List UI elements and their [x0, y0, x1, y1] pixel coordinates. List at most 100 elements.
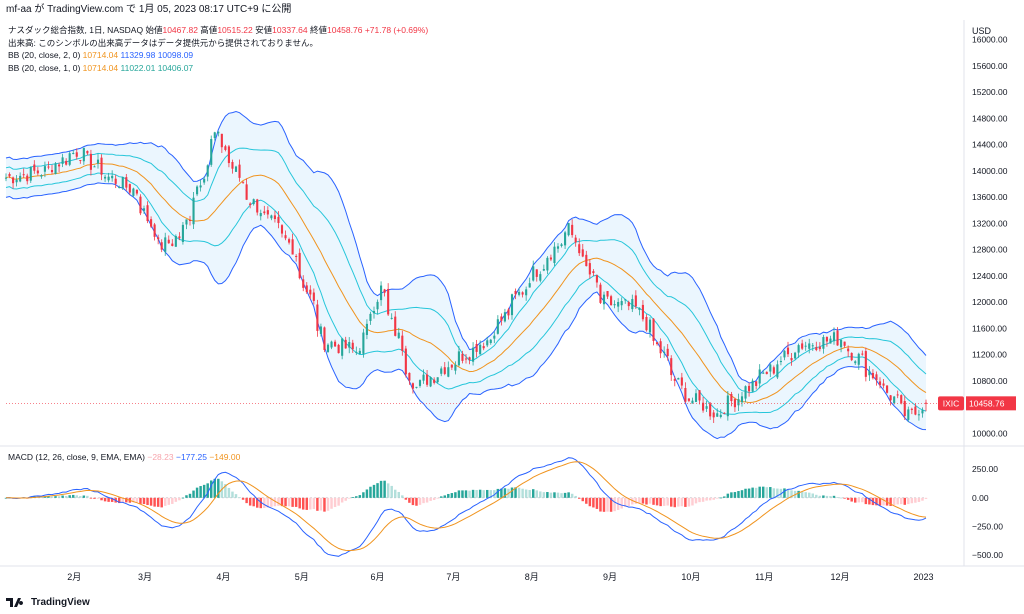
macd-histogram-bar — [415, 497, 418, 506]
price-tick-label: 10000.00 — [972, 428, 1008, 438]
macd-histogram-bar — [323, 497, 326, 512]
macd-histogram-bar — [751, 487, 754, 498]
macd-histogram-bar — [192, 490, 195, 498]
macd-histogram-bar — [47, 496, 50, 498]
macd-histogram-bar — [429, 497, 432, 501]
symbol-badge[interactable] — [938, 396, 964, 411]
macd-histogram-bar — [347, 497, 351, 499]
candle-body — [539, 274, 542, 281]
macd-histogram-bar — [843, 497, 846, 499]
macd-histogram-bar — [146, 497, 149, 506]
macd-histogram-bar — [280, 497, 284, 507]
macd-histogram-bar — [740, 490, 744, 498]
price-tick-label: 14000.00 — [972, 166, 1008, 176]
candle-body — [450, 364, 453, 368]
macd-histogram-bar — [100, 497, 103, 501]
candle-body — [96, 159, 100, 164]
candle-body — [121, 177, 124, 189]
candle-body — [231, 161, 234, 169]
candle-body — [790, 358, 793, 361]
macd-histogram-bar — [836, 497, 839, 498]
candle-body — [772, 367, 775, 374]
low-label: 安値 — [255, 25, 273, 35]
bb2-basis: 10714.04 — [82, 63, 119, 73]
candle-body — [535, 269, 538, 277]
macd-histogram-bar — [40, 496, 43, 498]
candle-body — [29, 167, 32, 181]
candle-body — [882, 383, 885, 386]
candle-body — [245, 184, 248, 200]
macd-histogram-bar — [669, 497, 673, 507]
candle-body — [436, 377, 439, 383]
candle-body — [50, 169, 54, 173]
candle-body — [472, 347, 475, 362]
candle-body — [227, 146, 230, 164]
currency-label: USD — [972, 26, 992, 36]
bb1-legend[interactable]: BB (20, close, 2, 0) 10714.04 11329.98 1… — [8, 50, 193, 60]
price-tick-label: 13200.00 — [972, 218, 1008, 228]
macd-histogram-bar — [369, 486, 372, 498]
macd-histogram-bar — [726, 493, 730, 498]
candle-body — [755, 381, 758, 386]
macd-histogram-bar — [117, 497, 121, 504]
macd-histogram-bar — [517, 487, 521, 498]
candle-body — [280, 225, 284, 234]
macd-histogram-bar — [298, 497, 301, 509]
candle-body — [160, 242, 163, 250]
macd-histogram-bar — [475, 490, 478, 498]
macd-histogram-bar — [514, 487, 517, 498]
macd-histogram-bar — [142, 497, 146, 505]
macd-histogram-bar — [156, 497, 160, 507]
macd-histogram-bar — [528, 489, 531, 498]
candle-body — [648, 319, 652, 333]
macd-histogram-bar — [489, 490, 493, 498]
macd-label: MACD (12, 26, close, 9, EMA, EMA) — [8, 452, 145, 462]
candle-body — [804, 345, 807, 347]
macd-histogram-bar — [379, 480, 383, 498]
low-value: 10337.64 — [272, 25, 308, 35]
macd-histogram-bar — [425, 497, 429, 503]
candle-body — [673, 378, 676, 381]
tradingview-logo[interactable]: TradingView — [6, 596, 90, 608]
macd-histogram-bar — [135, 497, 139, 503]
macd-histogram-bar — [75, 495, 79, 498]
candle-body — [521, 292, 524, 295]
candle-body — [751, 380, 754, 392]
candle-body — [394, 316, 397, 336]
macd-histogram-bar — [800, 491, 804, 498]
macd-histogram-bar — [316, 497, 319, 511]
candle-body — [65, 160, 68, 165]
macd-histogram-bar — [231, 491, 234, 498]
candle-body — [213, 132, 216, 138]
macd-histogram-bar — [110, 497, 114, 502]
time-tick-label: 12月 — [831, 572, 850, 582]
candle-body — [560, 244, 563, 247]
candle-body — [326, 344, 330, 352]
symbol-title[interactable]: ナスダック総合指数, 1日, NASDAQ — [8, 25, 144, 35]
candle-body — [606, 291, 609, 297]
macd-histogram-bar — [171, 497, 174, 504]
open-label: 始値 — [145, 25, 163, 35]
candle-body — [769, 364, 772, 372]
macd-histogram-bar — [199, 486, 202, 498]
macd-histogram-bar — [461, 490, 464, 498]
candle-body — [496, 319, 499, 334]
macd-legend[interactable]: MACD (12, 26, close, 9, EMA, EMA) −28.23… — [8, 452, 240, 462]
candle-body — [266, 210, 269, 215]
candle-body — [726, 395, 729, 417]
macd-histogram-bar — [493, 490, 496, 498]
bb-upper-2sd-line — [5, 110, 927, 384]
macd-histogram-bar — [652, 497, 655, 505]
candle-body — [680, 377, 683, 386]
candle-body — [372, 311, 376, 314]
candle-body — [404, 348, 407, 375]
candle-body — [19, 175, 22, 182]
price-tick-label: 13600.00 — [972, 192, 1008, 202]
bb2-legend[interactable]: BB (20, close, 1, 0) 10714.04 11022.01 1… — [8, 63, 193, 73]
macd-histogram-bar — [623, 497, 627, 507]
tradingview-logo-icon — [6, 598, 24, 607]
candle-body — [369, 313, 372, 321]
macd-histogram-bar — [468, 490, 471, 498]
change-value: +71.78 (+0.69%) — [364, 25, 429, 35]
